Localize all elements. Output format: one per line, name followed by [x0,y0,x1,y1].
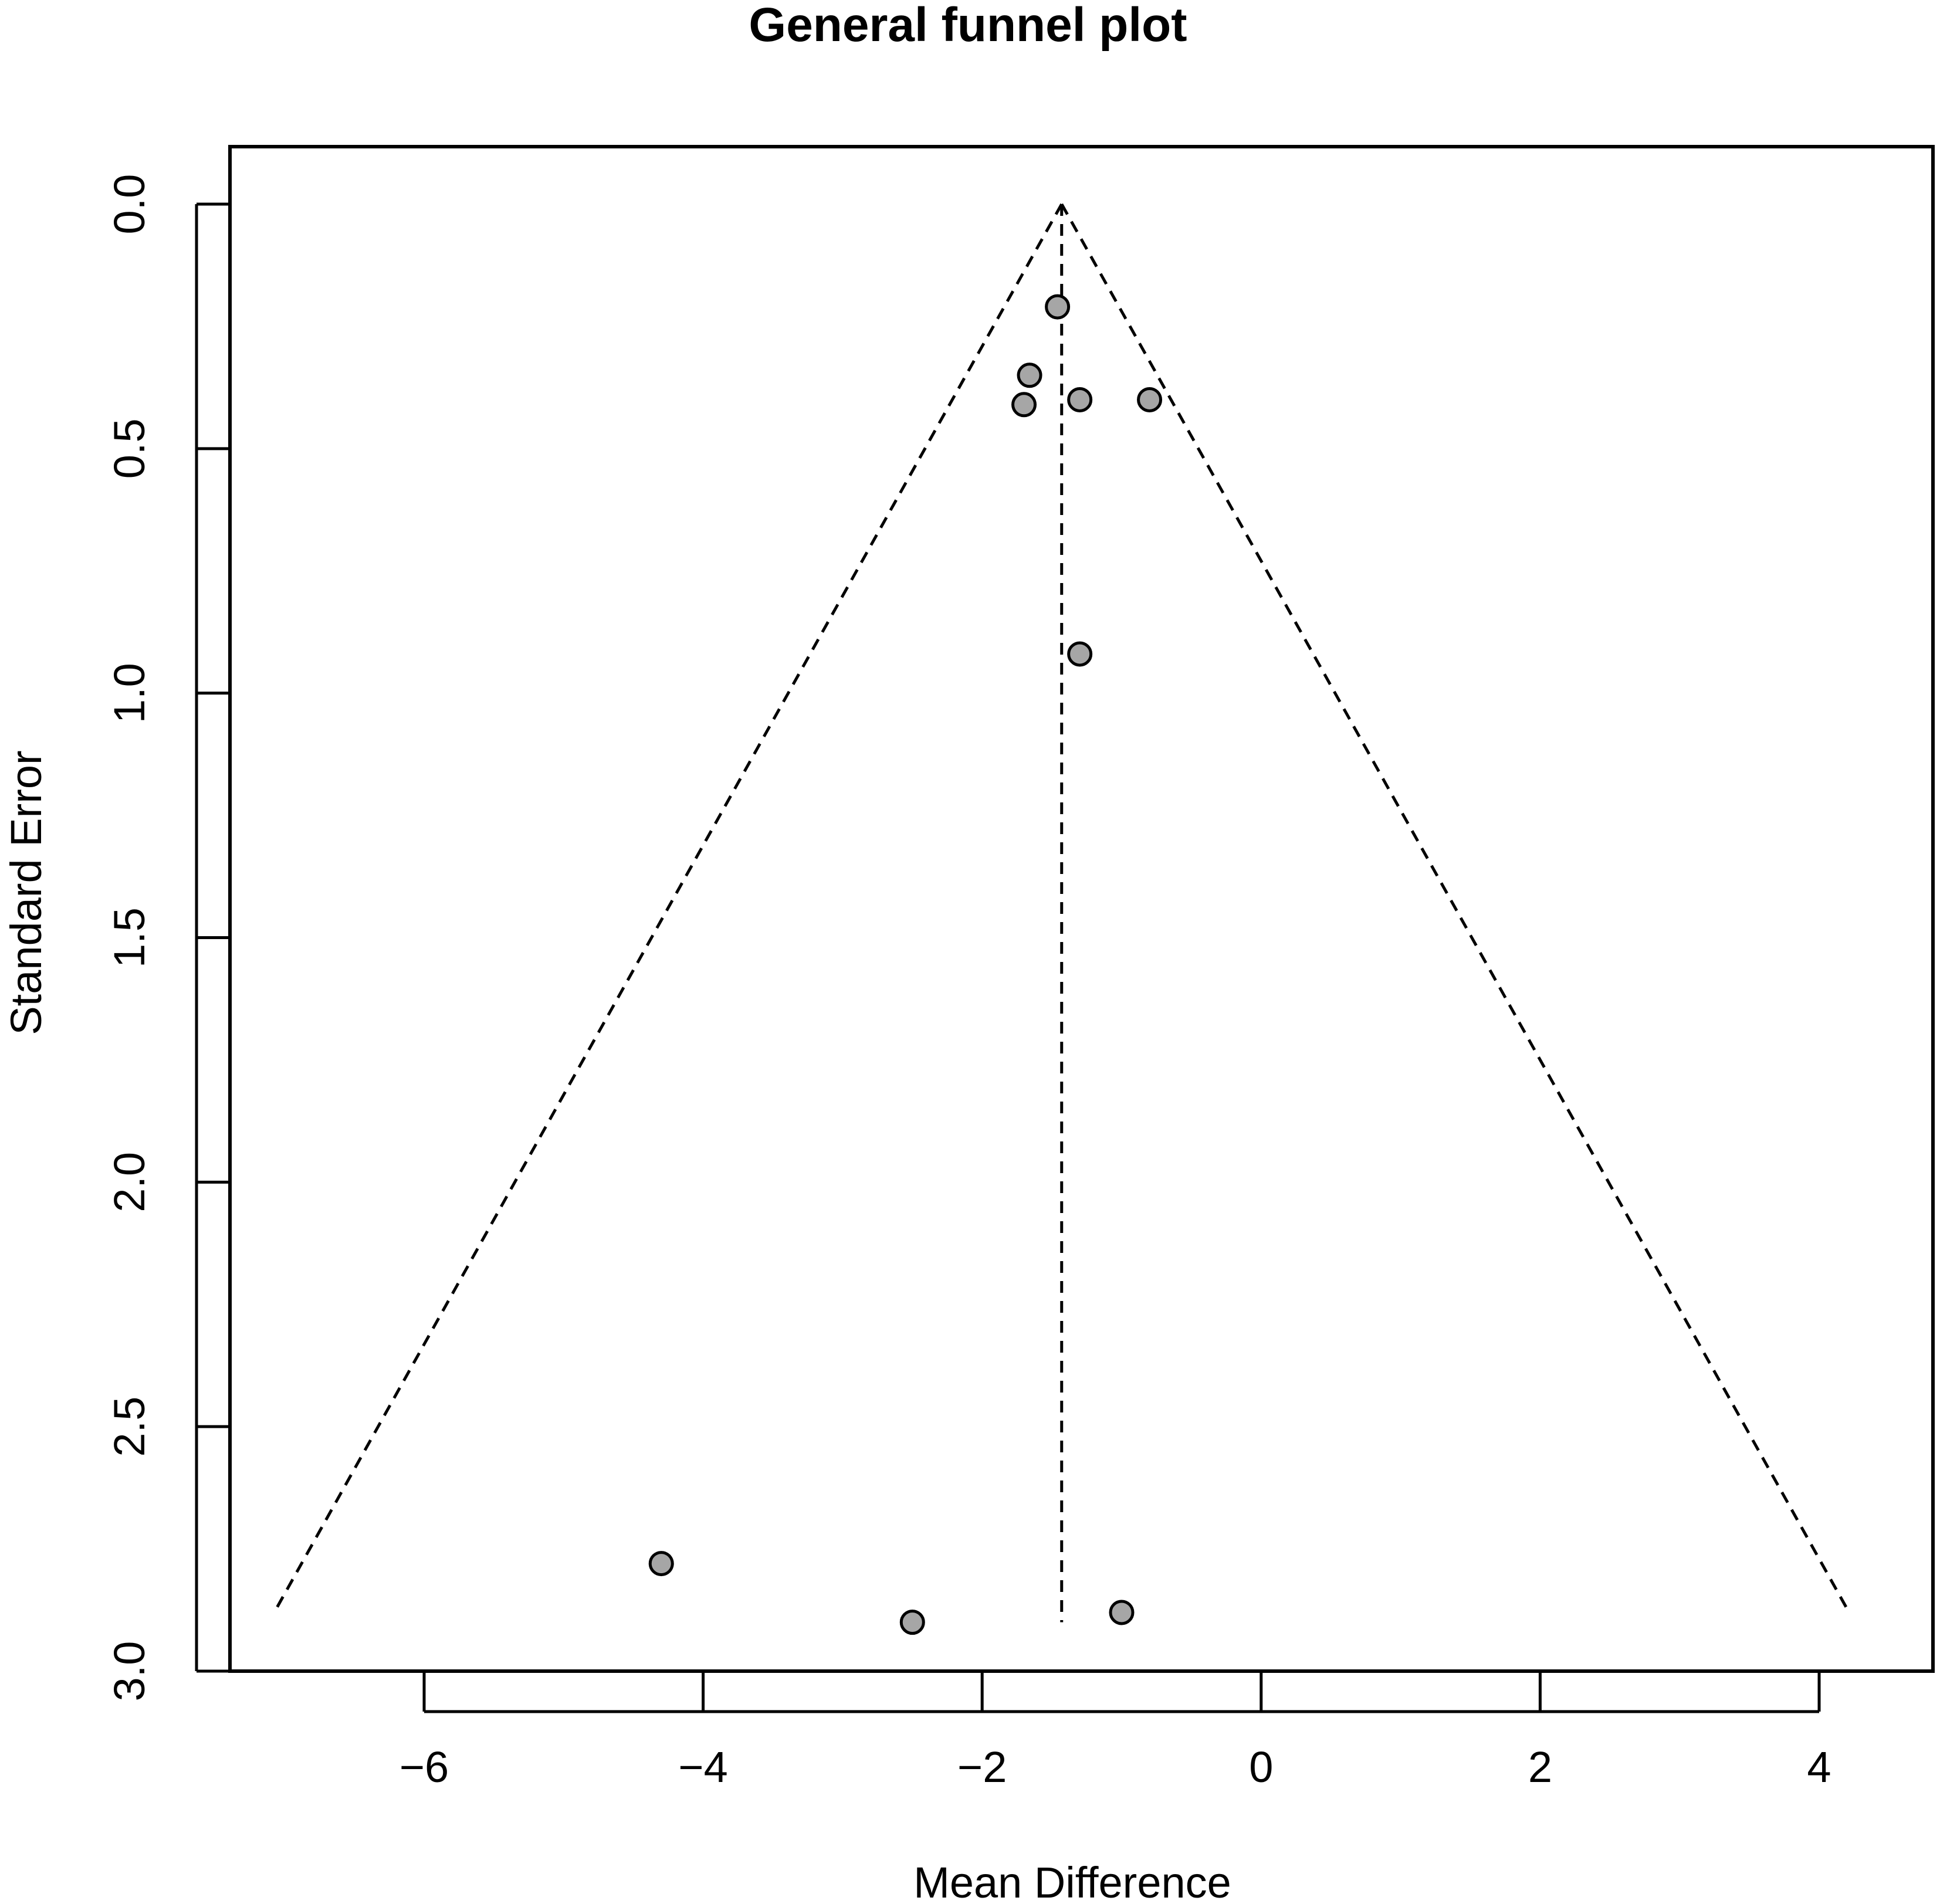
x-tick-label: 4 [1807,1743,1831,1791]
data-point [1137,387,1163,412]
chart-title: General funnel plot [749,0,1187,52]
y-tick-label: 1.0 [105,663,154,723]
data-point [1109,1600,1135,1625]
y-tick-label: 0.0 [105,174,154,235]
y-axis-title: Standard Error [2,750,50,1035]
funnel-right-bound [1060,203,1851,1614]
y-tick-label: 3.0 [105,1641,154,1702]
data-point [648,1551,674,1577]
y-axis: 0.0 0.5 1.0 1.5 2.0 2.5 3.0 [105,174,230,1702]
x-tick-label: −6 [399,1743,449,1791]
y-tick-label: 2.5 [105,1397,154,1457]
funnel-layer [273,203,1851,1622]
data-point [1011,392,1037,418]
x-tick-label: 0 [1249,1743,1273,1791]
data-point [899,1610,925,1635]
funnel-left-bound [273,203,1063,1614]
data-point [1045,294,1071,320]
y-tick-label: 2.0 [105,1152,154,1212]
points-layer [648,294,1163,1635]
data-point [1067,387,1093,412]
data-point [1067,641,1093,667]
plot-frame [228,145,1935,1673]
y-tick-label: 0.5 [105,418,154,479]
x-tick-label: 2 [1528,1743,1552,1791]
x-axis-title: Mean Difference [913,1858,1231,1904]
y-tick-label: 1.5 [105,907,154,968]
x-tick-label: −2 [957,1743,1007,1791]
x-tick-label: −4 [678,1743,727,1791]
x-axis: −6 −4 −2 0 2 4 [399,1671,1831,1791]
data-point [1017,362,1042,388]
